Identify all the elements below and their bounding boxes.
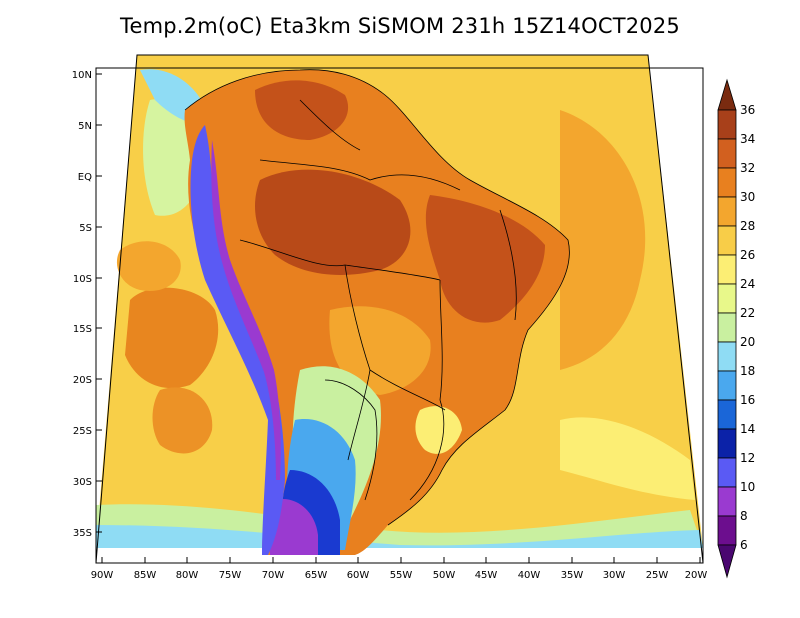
lon-tick-label: 70W — [262, 570, 285, 581]
central-warm-region — [329, 306, 431, 395]
pacific-warm-patch — [116, 241, 181, 291]
lon-tick-label: 80W — [176, 570, 199, 581]
colorbar-swatch — [717, 283, 737, 314]
lon-tick-label: 20W — [685, 570, 708, 581]
lat-tick-label: 20S — [73, 375, 92, 386]
lat-tick-label: 5S — [79, 223, 92, 234]
border-line — [324, 379, 378, 501]
border-line — [369, 369, 446, 411]
lat-tick-label: 10S — [73, 274, 92, 285]
lat-tick-label: 15S — [73, 324, 92, 335]
north-hot-region — [255, 80, 349, 140]
lat-tick-label: 30S — [73, 477, 92, 488]
colorbar-swatch — [717, 370, 737, 401]
colorbar-label: 10 — [740, 480, 755, 494]
atlantic-warm-band — [560, 110, 646, 370]
lat-tick-label: 35S — [73, 528, 92, 539]
colorbar-bottom-arrow — [717, 544, 737, 579]
pacific-warm-patch — [125, 287, 219, 389]
border-line — [439, 279, 443, 401]
border-line — [409, 399, 445, 501]
lon-tick-label: 85W — [134, 570, 157, 581]
lat-tick-label: 5N — [78, 121, 92, 132]
colorbar-label: 22 — [740, 306, 755, 320]
northeast-hot-region — [425, 195, 545, 323]
colorbar-label: 18 — [740, 364, 755, 378]
colorbar-label: 26 — [740, 248, 755, 262]
continent — [184, 69, 570, 555]
southern-cold-band — [96, 525, 703, 548]
lon-tick-label: 30W — [603, 570, 626, 581]
colorbar: 36 34 32 30 28 26 24 22 20 18 16 14 12 10 8 6 — [717, 78, 755, 579]
lon-tick-label: 90W — [91, 570, 114, 581]
border-line — [299, 99, 361, 151]
colorbar-label: 6 — [740, 538, 748, 552]
colorbar-swatch — [717, 196, 737, 227]
lon-tick-label: 65W — [305, 570, 328, 581]
lon-tick-label: 40W — [518, 570, 541, 581]
lat-tick-label: 25S — [73, 426, 92, 437]
colorbar-label: 36 — [740, 103, 755, 117]
lon-tick-label: 35W — [561, 570, 584, 581]
chart-title: Temp.2m(oC) Eta3km SiSMOM 231h 15Z14OCT2… — [120, 14, 680, 38]
colorbar-swatch — [717, 254, 737, 285]
colorbar-swatch — [717, 457, 737, 488]
coastline — [184, 69, 570, 526]
patagonia-coldest-region — [268, 499, 318, 555]
colorbar-swatch — [717, 138, 737, 169]
colorbar-label: 14 — [740, 422, 755, 436]
colorbar-swatch — [717, 167, 737, 198]
colorbar-swatch — [717, 515, 737, 546]
southeast-mild-region — [415, 406, 462, 454]
andes-cold-strip — [190, 125, 285, 555]
lon-tick-label: 75W — [219, 570, 242, 581]
lat-tick-label: EQ — [78, 172, 92, 183]
lon-axis: 90W 85W 80W 75W 70W 65W 60W 55W 50W 45W … — [91, 557, 708, 581]
colorbar-swatch — [717, 341, 737, 372]
border-line — [344, 264, 371, 461]
lon-tick-label: 45W — [475, 570, 498, 581]
lon-tick-label: 50W — [433, 570, 456, 581]
amazon-hot-region — [255, 169, 411, 275]
colorbar-top-arrow — [717, 78, 737, 111]
plot-border — [95, 67, 704, 564]
lon-tick-label: 60W — [347, 570, 370, 581]
colorbar-label: 12 — [740, 451, 755, 465]
lat-axis: 10N 5N EQ 5S 10S 15S 20S 25S 30S 35S — [72, 70, 102, 539]
colorbar-label: 32 — [740, 161, 755, 175]
colorbar-label: 20 — [740, 335, 755, 349]
colorbar-label: 8 — [740, 509, 748, 523]
pacific-warm-patch — [152, 387, 213, 454]
colorbar-label: 30 — [740, 190, 755, 204]
colorbar-label: 24 — [740, 277, 755, 291]
andes-crest — [211, 140, 281, 480]
colorbar-swatch — [717, 428, 737, 459]
colorbar-swatch — [717, 312, 737, 343]
border-line — [499, 209, 517, 321]
colorbar-label: 28 — [740, 219, 755, 233]
atlantic-mild-band — [560, 417, 695, 500]
lon-tick-label: 25W — [646, 570, 669, 581]
colorbar-swatch — [717, 109, 737, 140]
colorbar-swatch — [717, 399, 737, 430]
colorbar-swatch — [717, 486, 737, 517]
lon-tick-label: 55W — [390, 570, 413, 581]
country-borders — [184, 69, 570, 526]
border-line — [259, 159, 461, 191]
colorbar-label: 16 — [740, 393, 755, 407]
colorbar-label: 34 — [740, 132, 755, 146]
colorbar-swatch — [717, 225, 737, 256]
lat-tick-label: 10N — [72, 70, 92, 81]
